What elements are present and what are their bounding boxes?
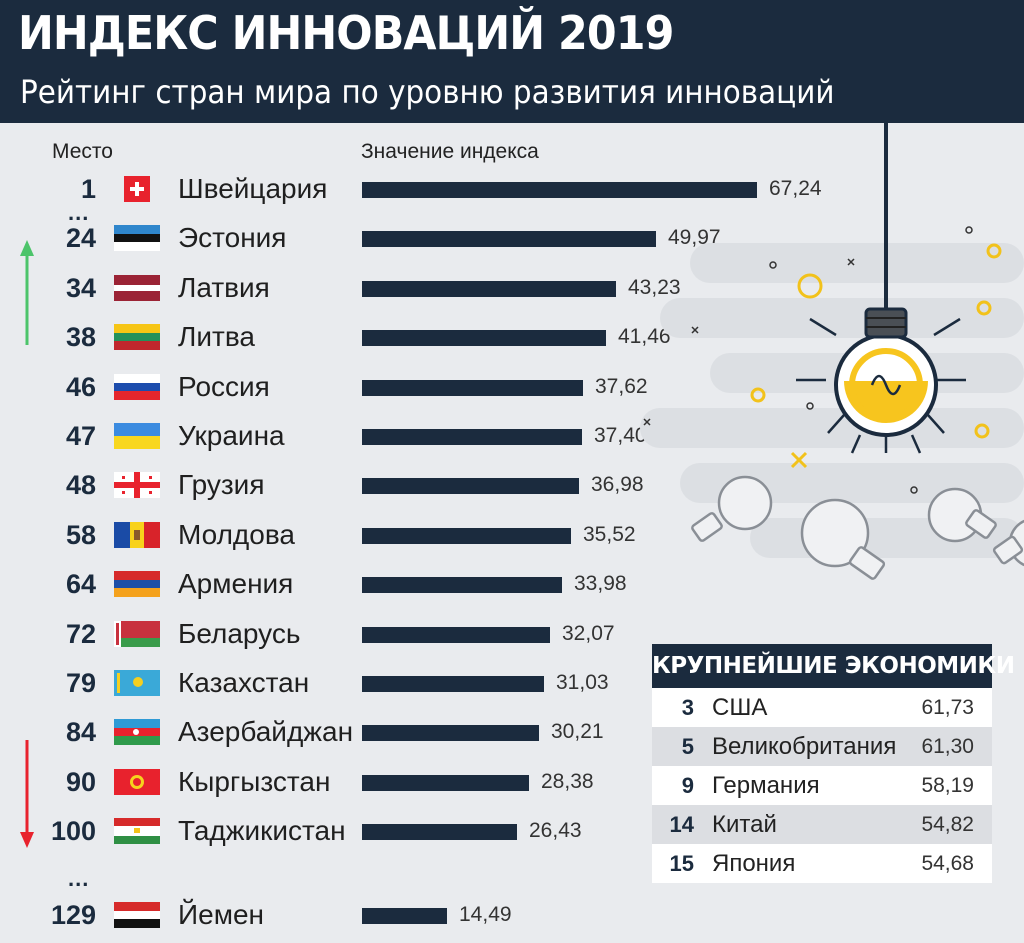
economy-country: Великобритания	[712, 733, 897, 760]
country-label: Таджикистан	[178, 815, 346, 847]
index-bar	[362, 725, 539, 742]
economy-value: 61,30	[921, 735, 974, 758]
economy-row: 5 Великобритания 61,30	[652, 727, 992, 766]
country-label: Азербайджан	[178, 716, 354, 748]
country-label: Молдова	[178, 518, 295, 550]
country-label: Йемен	[178, 899, 264, 930]
country-label: Грузия	[178, 469, 265, 501]
largest-economies-title: КРУПНЕЙШИЕ ЭКОНОМИКИ	[652, 644, 1015, 688]
flag-yemen-icon	[114, 902, 160, 928]
country-label: Кыргызстан	[178, 765, 331, 797]
economy-rank: 15	[669, 851, 694, 876]
flag-kazakhstan-icon	[114, 670, 160, 696]
economy-row: 9 Германия 58,19	[652, 766, 992, 805]
up-arrow-icon	[20, 240, 34, 345]
economy-value: 54,68	[921, 852, 974, 875]
value-label: 14,49	[459, 903, 512, 926]
flag-latvia-icon	[114, 274, 160, 301]
country-label: Беларусь	[178, 617, 301, 649]
page-subtitle: Рейтинг стран мира по уровню развития ин…	[20, 73, 835, 111]
flag-ukraine-icon	[114, 423, 160, 449]
economy-country: Германия	[712, 772, 820, 799]
background-cloud-shape	[640, 243, 1024, 558]
ellipsis-top: ...	[68, 200, 90, 225]
trend-arrows	[20, 240, 34, 848]
down-arrow-icon	[20, 740, 34, 848]
index-bar	[362, 231, 656, 248]
economy-row: 3 США 61,73	[652, 688, 992, 727]
value-label: 32,07	[562, 621, 615, 645]
flag-armenia-icon	[114, 571, 160, 598]
value-column-header: Значение индекса	[361, 140, 539, 163]
economy-rank: 9	[681, 773, 694, 798]
economy-row: 14 Китай 54,82	[652, 805, 992, 844]
economy-rank: 5	[681, 734, 694, 759]
country-label: Латвия	[178, 271, 270, 303]
economy-row: 15 Япония 54,68	[652, 844, 992, 883]
country-label: Украина	[178, 420, 285, 451]
lightbulb-icon	[796, 123, 966, 454]
index-bar	[362, 774, 529, 791]
country-label: Армения	[178, 568, 294, 600]
index-bar	[362, 379, 583, 396]
country-label: Швейцария	[178, 173, 328, 204]
flag-kyrgyzstan-icon	[114, 768, 160, 795]
value-label: 33,98	[574, 572, 627, 596]
country-label: Казахстан	[178, 667, 310, 698]
index-bar	[362, 280, 616, 297]
page-title: ИНДЕКС ИННОВАЦИЙ 2019	[18, 6, 674, 60]
value-label: 28,38	[541, 769, 594, 793]
index-bar	[362, 330, 606, 347]
flag-estonia-icon	[114, 225, 160, 252]
index-bar	[362, 676, 544, 692]
decor-sparkles-icon	[750, 243, 1002, 469]
economy-value: 61,73	[921, 696, 974, 719]
index-bar	[362, 577, 562, 594]
flag-belarus-icon	[114, 620, 160, 647]
value-label: 35,52	[583, 522, 636, 546]
flag-azerbaijan-icon	[114, 719, 160, 746]
economy-rank: 14	[669, 812, 694, 837]
flag-moldova-icon	[114, 521, 160, 548]
economy-country: Япония	[712, 850, 796, 877]
flag-russia-icon	[114, 373, 160, 400]
flag-tajikistan-icon	[114, 818, 160, 845]
index-bar	[362, 908, 447, 924]
lightbulb-illustration	[640, 123, 1024, 580]
economy-country: Китай	[712, 811, 777, 838]
rank-column-header: Место	[52, 140, 113, 163]
economy-value: 54,82	[921, 813, 974, 836]
largest-economies-table: КРУПНЕЙШИЕ ЭКОНОМИКИ 3 США 61,73 5 Великобри…	[652, 644, 1015, 883]
value-label: 30,21	[551, 720, 604, 744]
small-bulbs-icon	[691, 475, 1024, 580]
flag-georgia-icon	[114, 472, 160, 499]
economy-value: 58,19	[921, 774, 974, 797]
index-bar	[362, 527, 571, 544]
value-label: 31,03	[556, 671, 609, 694]
index-bar	[362, 429, 582, 445]
country-label: Эстония	[178, 222, 287, 254]
flag-switzerland-icon	[114, 176, 160, 202]
economy-country: США	[712, 694, 768, 721]
index-bar	[362, 626, 550, 643]
index-bar	[362, 824, 517, 841]
header-banner: ИНДЕКС ИННОВАЦИЙ 2019 Рейтинг стран мира…	[0, 0, 1024, 123]
economy-rank: 3	[681, 695, 694, 720]
index-bar	[362, 478, 579, 495]
ellipsis-bottom: ...	[68, 866, 90, 891]
country-label: Литва	[178, 321, 255, 353]
decor-dots-icon	[643, 226, 973, 494]
country-label: Россия	[178, 370, 270, 402]
value-label: 26,43	[529, 819, 582, 843]
flag-lithuania-icon	[114, 324, 160, 351]
